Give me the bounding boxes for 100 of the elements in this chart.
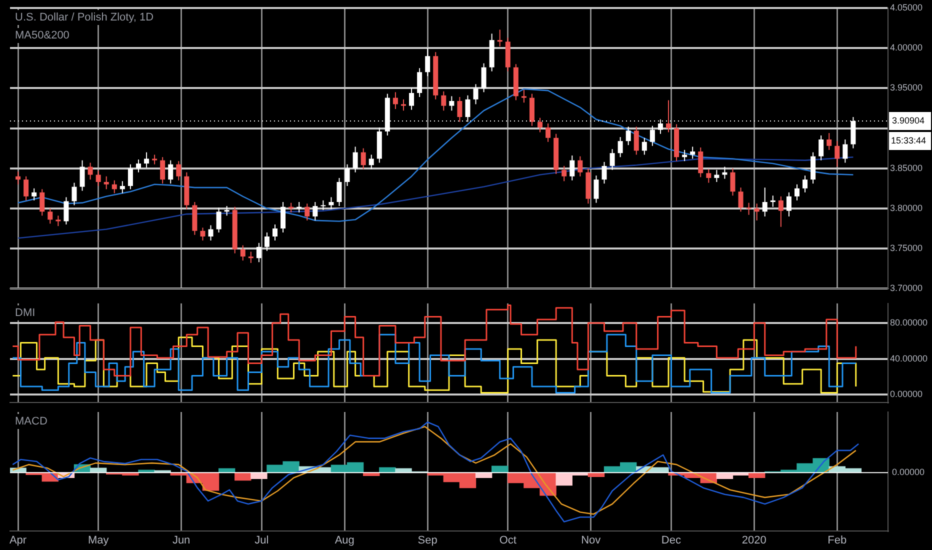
candlestick (417, 68, 422, 98)
candlestick (240, 244, 246, 262)
candlestick (546, 122, 551, 142)
candlestick (336, 177, 342, 207)
candlestick (296, 202, 302, 213)
candlestick (304, 203, 310, 221)
candlestick (610, 148, 615, 170)
candlestick (738, 187, 744, 212)
candlestick (104, 176, 109, 190)
candlestick (457, 96, 462, 122)
candlestick (786, 192, 792, 217)
candlestick (714, 169, 720, 182)
candlestick (802, 175, 808, 193)
candlestick (208, 224, 214, 241)
candlestick (152, 154, 158, 165)
candlestick (256, 242, 262, 263)
candlestick (368, 154, 374, 170)
x-tick-label: Aug (334, 534, 354, 546)
candlestick (360, 148, 366, 170)
candlestick (136, 159, 141, 173)
x-tick-label: Apr (9, 534, 27, 546)
candlestick (409, 88, 414, 110)
y-tick-label: 4.05000 (890, 2, 923, 12)
candlestick (272, 224, 278, 241)
candlestick (400, 98, 406, 112)
candlestick (224, 206, 230, 216)
x-tick-label: Sep (418, 534, 438, 546)
candlestick (722, 166, 728, 180)
candlestick (96, 170, 101, 186)
candlestick (562, 165, 567, 182)
candlestick (746, 202, 752, 216)
candlestick (176, 160, 182, 181)
candlestick (594, 175, 599, 204)
candlestick (280, 202, 286, 233)
candlestick (810, 152, 816, 184)
y-tick-label: 80.00000 (890, 318, 928, 328)
candlestick (778, 196, 784, 228)
candlestick (168, 160, 174, 184)
candlestick (320, 200, 326, 211)
candlestick (352, 146, 358, 173)
candlestick (762, 187, 768, 217)
y-tick-label: 4.00000 (890, 42, 923, 53)
candlestick (666, 100, 671, 133)
candlestick (200, 227, 206, 241)
x-tick-label: Nov (581, 534, 602, 546)
bar (250, 472, 268, 480)
chart-title: MACD (15, 416, 48, 428)
candlestick (425, 48, 430, 77)
candlestick (834, 140, 840, 168)
x-tick-label: Dec (661, 534, 682, 546)
candlestick (32, 188, 37, 201)
y-tick-label: 3.85000 (890, 162, 923, 173)
candlestick (48, 208, 53, 224)
candlestick (441, 90, 446, 112)
y-tick-label: 3.70000 (890, 283, 923, 294)
candlestick (578, 156, 583, 177)
candlestick (312, 202, 318, 221)
candlestick (682, 149, 688, 162)
x-tick-label: May (88, 534, 110, 546)
candlestick (56, 215, 61, 227)
chart-title: U.S. Dollar / Polish Zloty, 1D (15, 12, 154, 24)
candlestick (497, 29, 502, 47)
candlestick (328, 196, 334, 210)
candlestick (64, 196, 69, 225)
candlestick (16, 171, 21, 185)
y-tick-label: 3.95000 (890, 82, 923, 93)
candlestick (618, 136, 623, 158)
y-tick-label: 40.00000 (890, 353, 928, 364)
candlestick (160, 156, 166, 184)
candlestick (626, 126, 631, 146)
candlestick (264, 232, 270, 252)
candlestick (754, 203, 760, 221)
candlestick (144, 152, 150, 168)
candlestick (88, 162, 93, 180)
candlestick (690, 146, 696, 160)
candlestick (473, 84, 478, 105)
candlestick (826, 132, 832, 150)
candlestick (842, 138, 848, 164)
y-tick-label: 3.75000 (890, 243, 923, 253)
candlestick (288, 202, 294, 213)
candlestick (570, 155, 575, 181)
candlestick (642, 137, 647, 156)
candlestick (112, 180, 117, 194)
x-tick-label: Oct (499, 534, 516, 546)
candlestick (344, 164, 350, 186)
candlestick (730, 168, 736, 196)
text: MA50&200 (15, 30, 70, 42)
y-tick-label: 0.00000 (890, 389, 923, 400)
text: 15:33:44 (891, 135, 926, 146)
x-tick-label: Jun (172, 534, 190, 546)
candlestick (538, 117, 543, 133)
candlestick (120, 180, 125, 194)
candlestick (698, 147, 704, 178)
x-tick-label: 2020 (742, 534, 766, 546)
ref-line-label: 3.90904 (892, 115, 925, 126)
candlestick (72, 182, 77, 206)
candlestick (481, 62, 486, 93)
candlestick (602, 161, 607, 184)
candlestick (818, 134, 824, 161)
candlestick (794, 184, 800, 201)
